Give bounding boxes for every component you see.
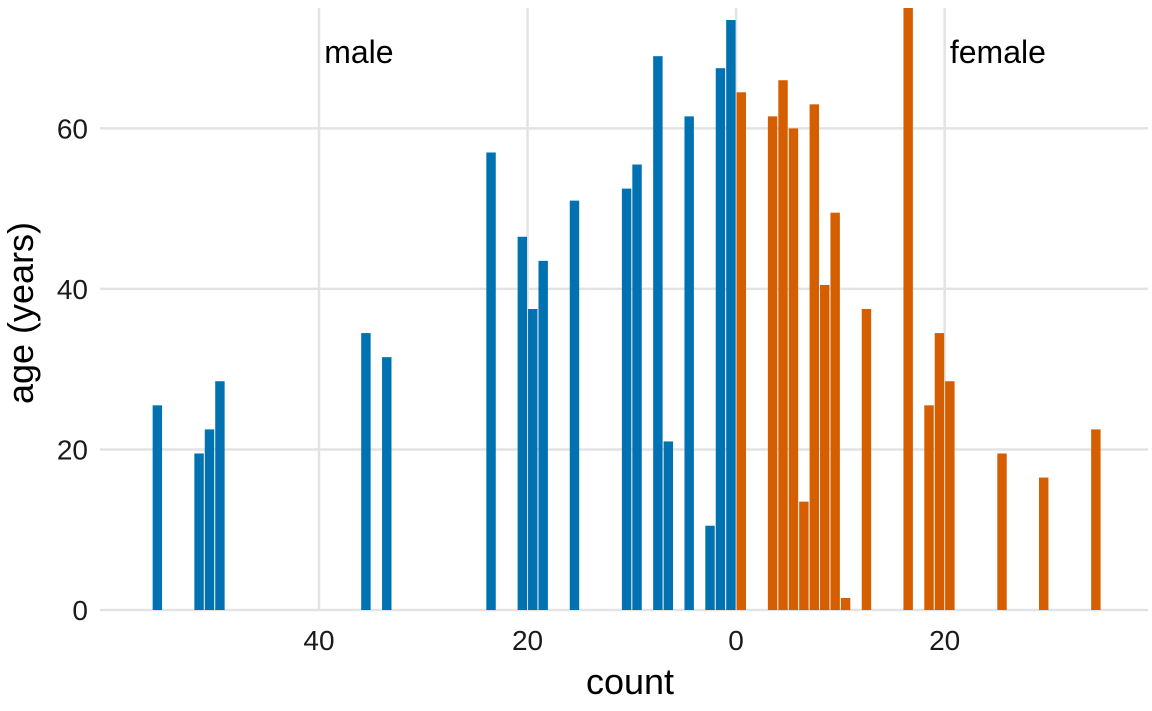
female-bar — [830, 212, 840, 610]
male-bar — [486, 152, 496, 611]
x-tick-label: 20 — [929, 625, 960, 656]
male-bar — [382, 357, 392, 610]
male-bar — [684, 116, 694, 611]
female-bar — [934, 333, 945, 610]
male-label: male — [324, 34, 393, 70]
y-tick-label: 40 — [57, 274, 88, 305]
female-bar — [945, 381, 955, 610]
male-bar — [726, 20, 736, 611]
male-bar — [517, 236, 528, 610]
male-bar — [632, 164, 642, 610]
male-bar — [621, 188, 632, 610]
male-bar — [361, 333, 371, 610]
female-bar — [799, 501, 809, 610]
bars — [152, 8, 1101, 611]
male-bar — [569, 200, 580, 610]
x-tick-label: 40 — [303, 625, 334, 656]
x-tick-label: 20 — [512, 625, 543, 656]
female-bar — [903, 8, 913, 610]
male-bar — [204, 429, 215, 610]
female-bar — [767, 116, 778, 611]
male-bar — [538, 260, 548, 610]
female-bar — [924, 405, 934, 610]
female-bar — [809, 104, 820, 610]
annotations: male female — [324, 34, 1046, 70]
tick-labels: 0 20 40 60 40 20 0 20 — [57, 113, 960, 656]
male-bar — [215, 381, 225, 610]
female-bar — [1091, 429, 1101, 610]
female-bar — [1039, 477, 1049, 610]
female-bar — [736, 92, 747, 610]
female-bar — [997, 453, 1007, 610]
y-tick-label: 0 — [72, 595, 88, 626]
female-bar — [820, 284, 830, 610]
male-bar — [152, 405, 163, 610]
female-bar — [778, 80, 788, 611]
male-bar — [653, 56, 663, 611]
female-bar — [788, 128, 799, 610]
male-bar — [663, 441, 674, 610]
male-bar — [528, 309, 538, 610]
y-axis-title: age (years) — [0, 222, 41, 404]
male-bar — [715, 68, 726, 610]
female-label: female — [950, 34, 1046, 70]
female-bar — [840, 597, 851, 610]
x-axis-title: count — [586, 661, 674, 702]
male-bar — [705, 525, 715, 610]
y-tick-label: 60 — [57, 113, 88, 144]
y-tick-label: 20 — [57, 434, 88, 465]
x-tick-label: 0 — [728, 625, 744, 656]
male-bar — [194, 453, 204, 610]
female-bar — [861, 309, 872, 610]
